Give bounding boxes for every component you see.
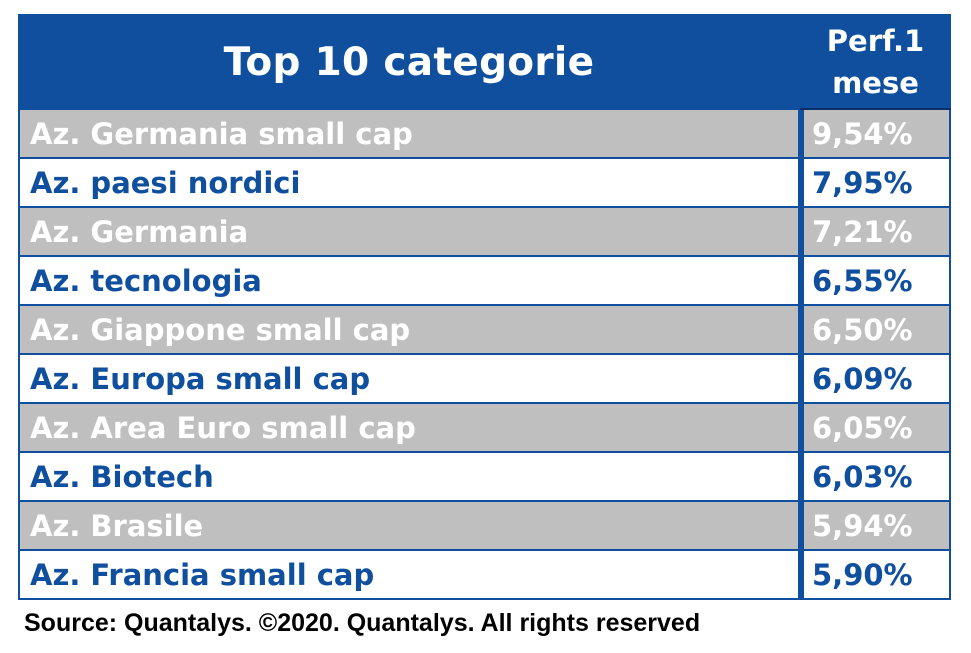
value-cell: 6,03% (800, 453, 951, 502)
table-row: Az. Europa small cap 6,09% (18, 355, 951, 404)
value-cell: 6,55% (800, 257, 951, 306)
table-body: Az. Germania small cap 9,54% Az. paesi nor… (18, 110, 951, 600)
column-separator (800, 159, 804, 208)
value-column-header: Perf.1 mese (800, 14, 951, 110)
table-header: Top 10 categorie Perf.1 mese (18, 14, 951, 110)
category-cell: Az. Giappone small cap (18, 306, 800, 355)
column-separator (800, 404, 804, 453)
category-cell: Az. Europa small cap (18, 355, 800, 404)
table-title: Top 10 categorie (223, 39, 595, 85)
table-row: Az. tecnologia 6,55% (18, 257, 951, 306)
value-cell: 6,50% (800, 306, 951, 355)
table-row: Az. Brasile 5,94% (18, 502, 951, 551)
category-cell: Az. Germania (18, 208, 800, 257)
column-separator (800, 110, 804, 159)
header-underline (800, 108, 951, 110)
column-separator (800, 453, 804, 502)
value-header-line1: Perf.1 (826, 24, 925, 58)
column-separator (800, 355, 804, 404)
column-separator (800, 208, 804, 257)
value-header-line2: mese (832, 66, 919, 100)
value-cell: 5,90% (800, 551, 951, 600)
value-cell: 9,54% (800, 110, 951, 159)
table-row: Az. Francia small cap 5,90% (18, 551, 951, 600)
column-separator (800, 257, 804, 306)
value-cell: 7,21% (800, 208, 951, 257)
category-cell: Az. tecnologia (18, 257, 800, 306)
column-separator (800, 306, 804, 355)
category-cell: Az. Area Euro small cap (18, 404, 800, 453)
category-cell: Az. Germania small cap (18, 110, 800, 159)
table-row: Az. Biotech 6,03% (18, 453, 951, 502)
source-note: Source: Quantalys. ©2020. Quantalys. All… (24, 609, 701, 637)
column-separator (800, 502, 804, 551)
table-row: Az. Giappone small cap 6,50% (18, 306, 951, 355)
column-separator (800, 551, 804, 600)
table-row: Az. Area Euro small cap 6,05% (18, 404, 951, 453)
table-row: Az. paesi nordici 7,95% (18, 159, 951, 208)
performance-table: Top 10 categorie Perf.1 mese Az. Germani… (18, 14, 951, 600)
category-cell: Az. paesi nordici (18, 159, 800, 208)
category-cell: Az. Francia small cap (18, 551, 800, 600)
value-cell: 5,94% (800, 502, 951, 551)
table-row: Az. Germania small cap 9,54% (18, 110, 951, 159)
table-row: Az. Germania 7,21% (18, 208, 951, 257)
value-cell: 6,09% (800, 355, 951, 404)
category-cell: Az. Biotech (18, 453, 800, 502)
value-cell: 7,95% (800, 159, 951, 208)
category-cell: Az. Brasile (18, 502, 800, 551)
value-cell: 6,05% (800, 404, 951, 453)
